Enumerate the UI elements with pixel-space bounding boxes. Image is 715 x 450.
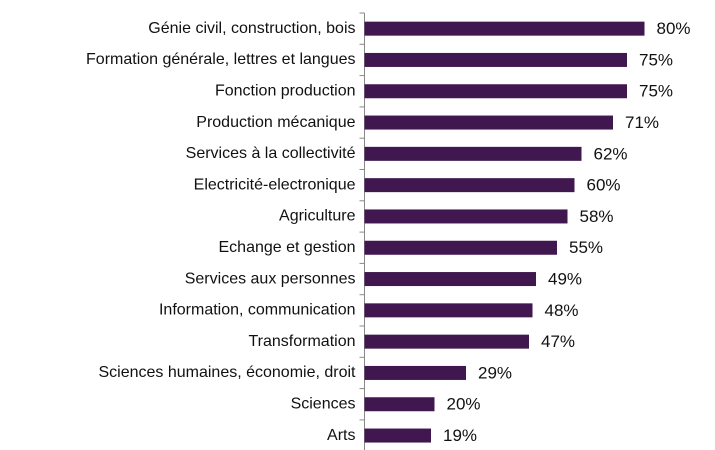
bar xyxy=(364,21,645,36)
bar xyxy=(364,365,466,380)
value-label: 55% xyxy=(569,238,603,257)
value-label: 48% xyxy=(545,301,579,320)
value-label: 80% xyxy=(657,19,691,38)
bar xyxy=(364,303,533,318)
y-tick-label: Sciences humaines, économie, droit xyxy=(98,364,356,381)
value-label: 47% xyxy=(541,332,575,351)
bar xyxy=(364,334,529,349)
value-label: 75% xyxy=(639,82,673,101)
y-tick-label: Arts xyxy=(327,427,355,444)
y-tick-label: Sciences xyxy=(291,395,356,412)
y-tick-label: Agriculture xyxy=(279,208,356,225)
value-label: 71% xyxy=(625,113,659,132)
bar xyxy=(364,272,536,287)
bar xyxy=(364,146,582,161)
value-label: 20% xyxy=(447,395,481,414)
value-label: 60% xyxy=(587,176,621,195)
bar xyxy=(364,178,575,193)
value-label: 49% xyxy=(548,270,582,289)
y-tick-label: Electricité-electronique xyxy=(194,176,356,193)
y-tick-label: Echange et gestion xyxy=(219,239,356,256)
value-label: 29% xyxy=(478,363,512,382)
y-tick-label: Information, communication xyxy=(159,302,356,319)
y-tick-label: Production mécanique xyxy=(196,114,355,131)
value-label: 62% xyxy=(594,144,628,163)
y-tick-label: Génie civil, construction, bois xyxy=(148,20,355,37)
y-tick-label: Formation générale, lettres et langues xyxy=(86,51,355,68)
bar xyxy=(364,240,557,255)
y-tick-label: Services à la collectivité xyxy=(186,145,356,162)
bar xyxy=(364,115,613,130)
bar xyxy=(364,84,627,99)
value-label: 19% xyxy=(443,426,477,445)
y-tick-label: Transformation xyxy=(249,333,356,350)
bar xyxy=(364,52,627,67)
bar xyxy=(364,397,435,412)
value-label: 75% xyxy=(639,50,673,69)
bar xyxy=(364,209,568,224)
y-tick-label: Fonction production xyxy=(215,82,356,99)
y-tick-label: Services aux personnes xyxy=(185,270,356,287)
bar xyxy=(364,428,431,443)
value-label: 58% xyxy=(580,207,614,226)
